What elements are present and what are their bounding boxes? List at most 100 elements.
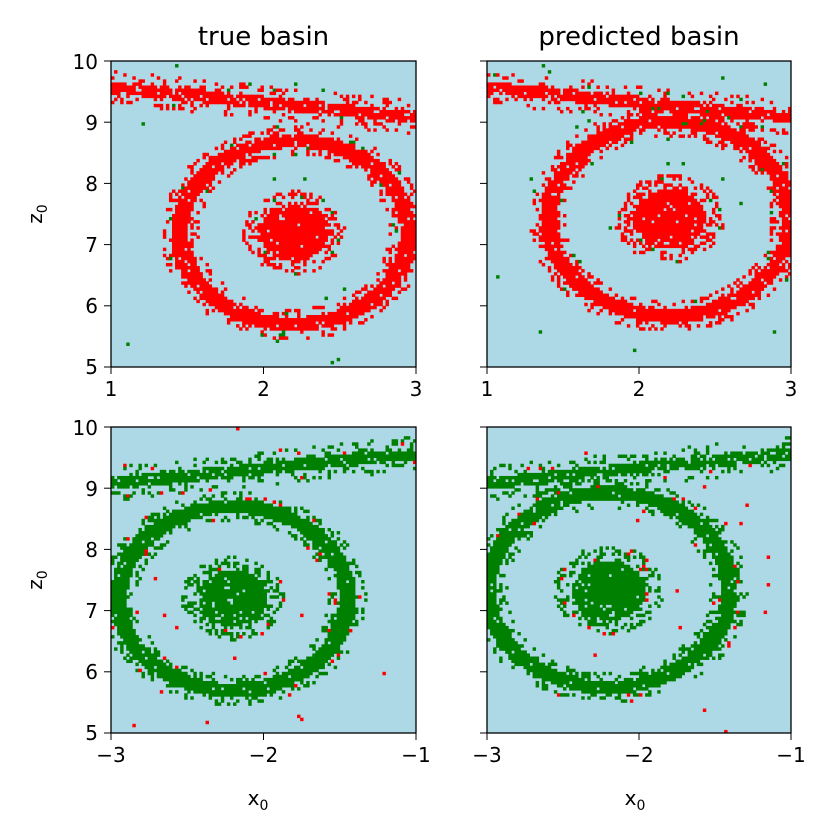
basin-cell <box>751 100 755 105</box>
basin-cell <box>397 244 402 249</box>
basin-cell <box>312 220 316 224</box>
basin-cell <box>242 143 246 148</box>
basin-cell <box>400 186 405 190</box>
x-tick-label: 1 <box>481 377 494 401</box>
basin-cell <box>690 232 695 236</box>
basin-cell <box>391 109 396 114</box>
basin-cell <box>300 192 304 197</box>
basin-cell <box>526 85 530 89</box>
basin-cell <box>275 318 280 322</box>
basin-cell <box>742 287 746 291</box>
basin-cell <box>266 463 270 468</box>
basin-cell <box>733 299 737 304</box>
basin-cell <box>760 97 765 102</box>
basin-cell <box>684 220 689 224</box>
basin-cell <box>114 91 118 96</box>
basin-cell <box>623 204 628 209</box>
basin-cell <box>766 186 771 190</box>
basin-cell <box>172 229 176 233</box>
basin-cell <box>245 311 249 316</box>
basin-cell <box>184 250 188 255</box>
basin-cell <box>623 226 628 230</box>
basin-cell <box>526 103 530 108</box>
basin-cell <box>730 106 734 111</box>
basin-cell <box>748 158 752 163</box>
basin-cell <box>388 290 392 294</box>
basin-cell <box>190 241 194 245</box>
basin-cell <box>602 134 606 138</box>
basin-cell <box>214 165 219 169</box>
basin-cell <box>787 214 791 218</box>
basin-cell <box>239 137 243 141</box>
basin-cell <box>272 125 277 129</box>
basin-cell <box>781 241 786 245</box>
basin-cell <box>190 262 194 267</box>
basin-cell <box>129 88 133 92</box>
basin-cell <box>739 109 743 114</box>
basin-cell <box>581 290 585 294</box>
basin-cell <box>559 287 564 291</box>
basin-cell <box>248 146 252 151</box>
basin-cell <box>272 177 277 181</box>
basin-cell <box>617 311 622 316</box>
basin-cell <box>635 314 640 319</box>
basin-cell <box>514 88 518 92</box>
basin-cell <box>220 308 225 313</box>
basin-cell <box>257 451 261 455</box>
basin-cell <box>196 192 200 197</box>
basin-cell <box>239 94 243 99</box>
basin-cell <box>287 134 292 138</box>
basin-cell <box>544 244 549 249</box>
basin-cell <box>605 302 609 307</box>
basin-cell <box>367 128 371 132</box>
basin-cell <box>690 238 695 242</box>
basin-cell <box>266 220 270 224</box>
basin-cell <box>373 454 377 458</box>
basin-cell <box>544 220 549 224</box>
basin-cell <box>190 204 194 209</box>
basin-cell <box>379 122 383 126</box>
basin-cell <box>787 247 791 252</box>
basin-cell <box>391 183 396 187</box>
basin-cell <box>751 302 755 307</box>
basin-cell <box>699 210 704 215</box>
basin-cell <box>260 466 264 471</box>
basin-cell <box>287 201 292 206</box>
basin-cell <box>178 94 182 99</box>
basin-cell <box>678 125 682 129</box>
basin-cell <box>333 152 338 157</box>
basin-cell <box>556 256 561 261</box>
basin-cell <box>556 214 561 218</box>
basin-cell <box>687 198 692 203</box>
basin-cell <box>309 244 313 249</box>
basin-cell <box>541 171 546 175</box>
basin-cell <box>651 113 655 117</box>
basin-cell <box>309 207 313 212</box>
basin-cell <box>727 125 731 129</box>
basin-cell <box>199 91 203 96</box>
basin-cell <box>651 232 655 236</box>
basin-cell <box>639 314 643 319</box>
basin-cell <box>635 214 640 218</box>
basin-cell <box>321 314 325 319</box>
basin-cell <box>718 318 722 322</box>
basin-cell <box>599 134 603 138</box>
basin-cell <box>778 238 783 242</box>
basin-cell <box>193 281 197 285</box>
basin-cell <box>300 321 304 325</box>
basin-cell <box>272 195 277 200</box>
basin-cell <box>769 165 774 169</box>
basin-cell <box>351 454 356 458</box>
basin-cell <box>287 140 292 145</box>
basin-cell <box>754 281 758 285</box>
basin-cell <box>266 232 270 236</box>
basin-cell <box>499 85 503 89</box>
basin-cell <box>550 201 555 206</box>
basin-cell <box>272 262 277 267</box>
basin-cell <box>236 100 240 105</box>
basin-cell <box>550 210 555 215</box>
basin-cell <box>242 155 246 160</box>
basin-cell <box>376 457 380 462</box>
basin-cell <box>751 152 755 157</box>
basin-cell <box>120 85 124 89</box>
